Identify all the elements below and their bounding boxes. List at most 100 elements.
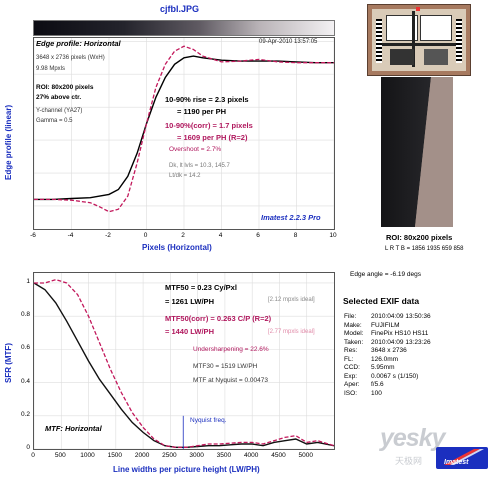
exif-row: File: 2010:04:09 13:50:36	[344, 313, 494, 322]
undersharpening: Undersharpening = 22.6%	[193, 346, 269, 353]
nyquist-label: Nyquist freq.	[190, 417, 227, 424]
exif-value: 2010:04:09 13:23:26	[371, 338, 431, 346]
mtf-y-tick-label: 0.8	[20, 311, 30, 319]
mtf50-corr-lwph: = 1440 LW/PH	[165, 327, 214, 336]
mtf-at-nyquist: MTF at Nyquist = 0.00473	[193, 377, 268, 384]
mtf-x-tick-label: 3500	[216, 452, 232, 459]
exif-row: Taken: 2010:04:09 13:23:26	[344, 339, 494, 348]
mtf-x-tick-label: 5000	[298, 452, 313, 459]
exif-key: Taken:	[344, 338, 364, 346]
exif-key: Aper:	[344, 381, 360, 388]
exif-value: 2010:04:09 13:50:36	[371, 313, 431, 320]
exif-row: ISO: 100	[344, 390, 494, 399]
ideal-mpxls-2: [2.77 mpxls ideal]	[268, 329, 315, 335]
mtf50: MTF50 = 0.23 Cy/Pxl	[165, 283, 237, 292]
watermark-text: yesky	[380, 424, 446, 452]
rise-corr: 10-90%(corr) = 1.7 pixels	[165, 121, 253, 130]
edge-x-tick-label: -4	[67, 232, 74, 239]
exif-key: CCD:	[344, 364, 360, 371]
edge-x-tick-label: 10	[329, 232, 337, 239]
roi-label: ROI: 80x200 pixels	[36, 84, 94, 91]
exif-key: Res:	[344, 347, 358, 354]
watermark-sub: 天极网	[395, 456, 423, 466]
exif-row: Model: FinePix HS10 HS11	[344, 330, 494, 339]
exif-value: 100	[371, 389, 382, 397]
mtf-x-tick-label: 500	[54, 452, 66, 459]
exif-row: Res: 3648 x 2736	[344, 347, 494, 356]
exif-row: FL: 126.0mm	[344, 356, 494, 365]
mtf-x-tick-label: 2000	[134, 452, 150, 459]
mtf-x-tick-label: 3000	[189, 452, 204, 459]
mtf30: MTF30 = 1519 LW/PH	[193, 363, 258, 370]
edge-x-tick-label: 2	[181, 232, 185, 239]
exif-value: 0.0067 s (1/150)	[371, 372, 419, 380]
edge-x-tick-label: -2	[105, 232, 111, 239]
exif-row: Exp: 0.0067 s (1/150)	[344, 373, 494, 382]
exif-value: 126.0mm	[371, 355, 399, 363]
edge-x-tick-label: -6	[30, 232, 36, 239]
imatest-logo-text: Imatest	[444, 459, 469, 466]
file-title: cjfbl.JPG	[160, 4, 200, 14]
edge-x-axis-title: Pixels (Horizontal)	[142, 243, 212, 252]
mtf50-lwph: = 1261 LW/PH	[165, 297, 214, 306]
edge-x-tick-label: 8	[293, 232, 298, 239]
exif-key: File:	[344, 313, 357, 320]
series-line-corrected	[34, 45, 334, 213]
series-line-raw	[34, 282, 334, 448]
gamma: Gamma = 0.5	[36, 118, 73, 124]
exif-value: 3648 x 2736	[371, 347, 407, 354]
edge-y-axis-title: Edge profile (linear)	[4, 104, 13, 180]
mtf-y-tick-label: 0	[26, 444, 30, 451]
exif-row: Make: FUJIFILM	[344, 322, 494, 331]
mtf-x-tick-label: 4000	[243, 452, 259, 459]
test-chart-thumbnail	[367, 4, 471, 76]
exif-value: 5.95mm	[371, 364, 395, 371]
roi-size: ROI: 80x200 pixels	[386, 233, 453, 242]
edge-x-tick-label: 0	[143, 232, 148, 239]
exif-value: f/5.6	[371, 381, 384, 388]
edge-profile-plot	[33, 37, 335, 230]
edge-profile-svg	[34, 38, 334, 229]
rise-value: 10-90% rise = 2.3 pixels	[165, 95, 249, 104]
image-size: 3648 x 2736 pixels (WxH)	[36, 55, 105, 61]
exif-value: FinePix HS10 HS11	[371, 330, 429, 337]
mtf-x-tick-label: 1000	[80, 452, 95, 459]
mtf-x-axis-title: Line widths per picture height (LW/PH)	[113, 465, 260, 474]
imatest-version: Imatest 2.2.3 Pro	[261, 213, 321, 222]
mtf-y-tick-label: 1	[26, 277, 30, 285]
ideal-mpxls-1: [2.12 mpxls ideal]	[268, 297, 315, 303]
edge-date: 09-Apr-2010 13:57:05	[259, 39, 318, 45]
mtf-x-tick-label: 0	[31, 452, 35, 459]
exif-row: Aper: f/5.6	[344, 381, 494, 390]
exif-key: ISO:	[344, 389, 358, 397]
series-line-corrected	[34, 278, 334, 448]
y-channel: Y-channel (YA27)	[36, 108, 83, 114]
rise-corr-per-ph: = 1609 per PH (R=2)	[177, 133, 248, 142]
exif-table: File: 2010:04:09 13:50:36 Make: FUJIFILM M…	[344, 313, 494, 398]
exif-key: FL:	[344, 355, 354, 363]
mtf-y-tick-label: 0.6	[20, 344, 30, 352]
edge-x-tick-label: 4	[218, 232, 223, 239]
exif-key: Make:	[344, 321, 362, 329]
edge-x-tick-label: 6	[256, 232, 260, 239]
dk-lt-levels: Dk, lt lvls = 10.3, 145.7	[169, 163, 230, 169]
edge-angle: Edge angle = -6.19 degs	[350, 271, 422, 278]
mtf-plot	[33, 272, 335, 450]
edge-plot-title: Edge profile: Horizontal	[36, 39, 121, 48]
exif-row: CCD: 5.95mm	[344, 364, 494, 373]
mtf-plot-title: MTF: Horizontal	[45, 424, 102, 433]
mtf-y-tick-label: 0.2	[20, 410, 30, 418]
roi-crop-image	[381, 77, 453, 227]
roi-lrtb: L R T B = 1856 1935 659 858	[385, 246, 464, 252]
exif-title: Selected EXIF data	[343, 296, 420, 306]
exif-key: Exp:	[344, 372, 358, 380]
mtf-x-tick-label: 4500	[271, 452, 286, 459]
mtf50-corr: MTF50(corr) = 0.263 C/P (R=2)	[165, 314, 272, 323]
mtf-svg	[34, 273, 334, 449]
lt-dk-ratio: Lt/dk = 14.2	[169, 173, 201, 179]
edge-gradient-strip	[33, 20, 335, 36]
imatest-logo: Imatest	[436, 447, 488, 469]
exif-value: FUJIFILM	[371, 321, 400, 329]
image-mpxls: 9.98 Mpxls	[36, 66, 66, 72]
exif-key: Model:	[344, 330, 364, 337]
